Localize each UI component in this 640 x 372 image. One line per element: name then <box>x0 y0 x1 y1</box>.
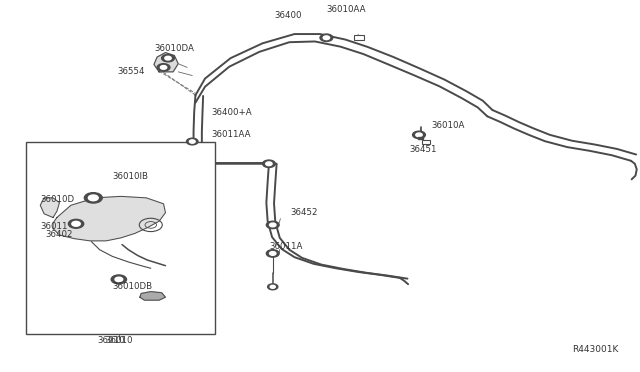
Text: 36400+A: 36400+A <box>211 108 252 117</box>
Circle shape <box>162 54 174 62</box>
Circle shape <box>268 284 278 290</box>
Circle shape <box>413 131 426 138</box>
Circle shape <box>111 275 127 284</box>
Circle shape <box>189 140 195 143</box>
Circle shape <box>269 251 276 255</box>
Text: 36010DA: 36010DA <box>154 44 194 53</box>
Circle shape <box>68 219 84 228</box>
Text: 36010AA: 36010AA <box>326 6 366 15</box>
Text: R443001K: R443001K <box>573 344 619 353</box>
Polygon shape <box>154 52 178 72</box>
Circle shape <box>266 250 279 257</box>
Text: 36010DB: 36010DB <box>113 282 152 291</box>
Circle shape <box>320 34 333 41</box>
Text: 36400: 36400 <box>274 11 301 20</box>
Circle shape <box>161 65 167 69</box>
Polygon shape <box>40 198 60 218</box>
Bar <box>26 141 214 334</box>
Text: 36010IB: 36010IB <box>113 172 148 181</box>
Circle shape <box>266 162 272 166</box>
Circle shape <box>72 221 80 226</box>
Polygon shape <box>53 196 166 241</box>
Text: 36451: 36451 <box>410 145 437 154</box>
Bar <box>354 35 364 40</box>
Circle shape <box>115 277 123 282</box>
Text: 36010: 36010 <box>105 336 132 346</box>
Text: 36010: 36010 <box>98 336 125 346</box>
Text: 36402: 36402 <box>45 230 73 240</box>
Text: 36011AA: 36011AA <box>211 129 251 139</box>
Polygon shape <box>140 292 166 300</box>
Text: 36010A: 36010A <box>432 122 465 131</box>
Text: 36011: 36011 <box>40 222 68 231</box>
Text: 36010D: 36010D <box>40 195 74 204</box>
Circle shape <box>270 285 275 288</box>
Circle shape <box>157 64 170 71</box>
Circle shape <box>262 160 275 167</box>
Circle shape <box>266 221 279 229</box>
Bar <box>419 137 424 139</box>
Text: 36452: 36452 <box>290 208 317 217</box>
Bar <box>422 140 431 144</box>
Text: 36554: 36554 <box>118 67 145 76</box>
Circle shape <box>323 36 330 39</box>
Circle shape <box>186 138 198 145</box>
Text: 36011A: 36011A <box>269 242 302 251</box>
Circle shape <box>88 195 98 201</box>
Circle shape <box>269 223 276 227</box>
Circle shape <box>416 133 422 137</box>
Circle shape <box>84 193 102 203</box>
Circle shape <box>165 56 172 60</box>
